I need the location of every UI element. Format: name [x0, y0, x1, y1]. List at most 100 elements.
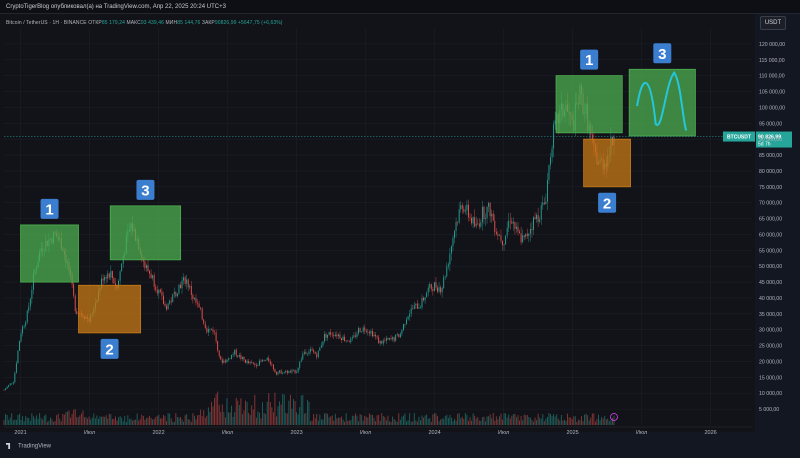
volume-bar — [601, 417, 603, 425]
volume-bar — [409, 413, 411, 425]
candle-body — [536, 214, 538, 220]
volume-bar — [274, 392, 276, 425]
volume-bar — [5, 414, 6, 425]
volume-bar — [97, 418, 99, 425]
candle-body — [186, 279, 188, 284]
candle-body — [440, 287, 442, 293]
y-tick-label: 65 000,00 — [759, 217, 782, 223]
candle-body — [364, 327, 366, 331]
candle-body — [221, 359, 223, 363]
candle-body — [471, 217, 473, 224]
candle-body — [118, 280, 120, 288]
volume-bar — [494, 420, 496, 425]
volume-bar — [145, 418, 147, 425]
candle-body — [401, 330, 403, 334]
volume-bar — [543, 421, 545, 425]
volume-bar — [226, 398, 228, 425]
candle-body — [175, 292, 177, 297]
volume-bar — [353, 416, 355, 425]
candle-body — [240, 355, 242, 359]
y-tick-label: 90 000,00 — [759, 137, 782, 143]
volume-bar — [111, 418, 113, 425]
volume-bar — [474, 415, 476, 425]
volume-bar — [570, 417, 572, 425]
volume-bar — [279, 401, 281, 425]
volume-bar — [505, 413, 507, 425]
candle-body — [384, 340, 386, 342]
x-tick-label: Июл — [498, 430, 509, 436]
volume-bar — [161, 418, 163, 425]
volume-bar — [79, 415, 81, 425]
candle-body — [502, 240, 503, 246]
candle-body — [548, 164, 550, 180]
volume-bar — [212, 406, 214, 425]
candle-body — [427, 287, 429, 293]
candle-body — [543, 202, 545, 205]
volume-bar — [503, 413, 505, 425]
candle-body — [5, 388, 6, 391]
volume-bar — [325, 413, 327, 425]
volume-bar — [180, 416, 181, 425]
candle-body — [542, 202, 544, 206]
volume-bar — [477, 417, 479, 425]
y-tick-label: 115 000,00 — [759, 58, 785, 64]
candle-body — [353, 335, 355, 338]
candle-body — [539, 219, 541, 222]
candle-body — [286, 370, 288, 374]
volume-bar — [12, 420, 14, 425]
volume-bar — [611, 417, 613, 425]
volume-bar — [587, 415, 589, 425]
candle-body — [229, 358, 231, 360]
candle-body — [444, 276, 446, 277]
volume-bar — [330, 416, 332, 425]
y-tick-label: 25 000,00 — [759, 344, 782, 350]
candle-body — [378, 337, 380, 344]
volume-bar — [11, 413, 13, 425]
volume-bar — [316, 413, 318, 425]
volume-bar — [531, 419, 533, 425]
volume-bar — [393, 419, 395, 425]
volume-bar — [444, 416, 446, 425]
volume-bar — [576, 421, 578, 425]
volume-bar — [514, 413, 516, 425]
volume-bar — [607, 418, 609, 425]
candle-body — [107, 273, 109, 279]
volume-bar — [387, 415, 389, 425]
candle-body — [190, 285, 192, 295]
annotation-badge-label: 3 — [141, 182, 149, 199]
candle-body — [262, 360, 264, 362]
volume-bar — [311, 420, 313, 425]
candle-body — [215, 332, 217, 342]
volume-bar — [183, 421, 185, 425]
candle-body — [416, 303, 418, 309]
volume-bar — [229, 412, 231, 425]
candle-body — [101, 278, 102, 289]
volume-bar — [591, 413, 593, 425]
volume-bar — [481, 417, 483, 425]
volume-bar — [599, 420, 601, 425]
candle-body — [474, 217, 476, 227]
volume-bar — [553, 414, 555, 425]
volume-bar — [334, 413, 336, 425]
candle-body — [498, 235, 500, 237]
currency-button[interactable]: USDT — [760, 16, 786, 30]
candle-body — [379, 340, 381, 344]
legend-low-value: 85 144,76 — [177, 20, 201, 26]
candle-body — [334, 334, 336, 337]
tradingview-logo[interactable]: TradingView — [6, 443, 51, 450]
candle-body — [206, 328, 208, 333]
candle-body — [291, 370, 293, 373]
candle-body — [325, 333, 327, 338]
candle-body — [458, 209, 460, 223]
candle-body — [497, 234, 499, 237]
y-tick-label: 55 000,00 — [759, 248, 782, 254]
candle-body — [472, 217, 474, 224]
volume-bar — [96, 415, 98, 425]
candle-body — [469, 217, 471, 218]
candle-body — [368, 331, 370, 334]
volume-bar — [457, 413, 459, 425]
volume-bar — [364, 416, 366, 425]
candle-body — [361, 331, 363, 333]
candle-body — [198, 303, 200, 308]
price-tag — [756, 131, 792, 148]
